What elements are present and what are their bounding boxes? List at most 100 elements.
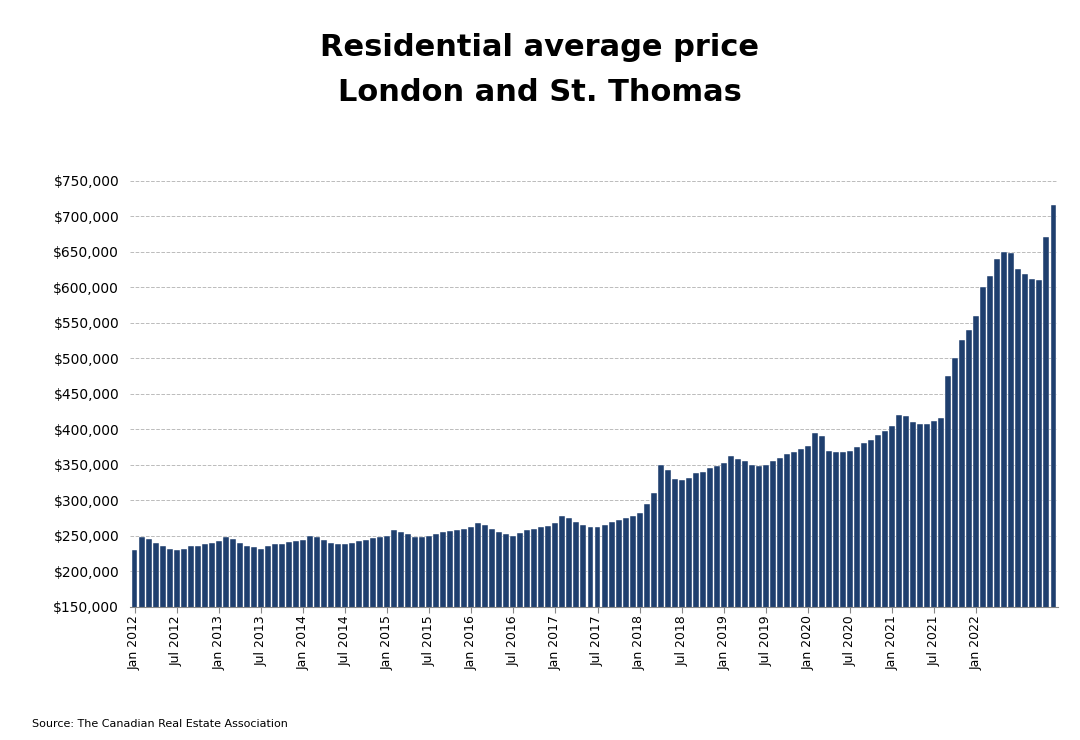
Bar xyxy=(664,471,671,713)
Bar xyxy=(370,538,376,713)
Bar xyxy=(650,493,657,713)
Bar xyxy=(959,340,966,713)
Bar xyxy=(896,415,902,713)
Bar xyxy=(489,528,496,713)
Bar xyxy=(447,531,454,713)
Bar xyxy=(146,539,151,713)
Bar xyxy=(132,550,137,713)
Bar xyxy=(307,536,313,713)
Bar xyxy=(314,537,320,713)
Bar xyxy=(762,465,769,713)
Bar xyxy=(433,534,440,713)
Bar xyxy=(812,433,818,713)
Bar xyxy=(588,527,594,713)
Bar xyxy=(706,468,713,713)
Bar xyxy=(1043,238,1050,713)
Bar xyxy=(160,546,165,713)
Bar xyxy=(616,520,621,713)
Bar xyxy=(777,457,783,713)
Bar xyxy=(202,545,207,713)
Bar xyxy=(503,534,510,713)
Bar xyxy=(931,420,937,713)
Bar xyxy=(194,546,201,713)
Bar xyxy=(553,523,558,713)
Bar xyxy=(678,480,685,713)
Bar xyxy=(995,259,1000,713)
Bar xyxy=(559,516,566,713)
Bar xyxy=(517,533,524,713)
Bar xyxy=(686,477,691,713)
Bar xyxy=(356,541,362,713)
Bar xyxy=(580,525,586,713)
Bar xyxy=(636,513,643,713)
Bar xyxy=(692,474,699,713)
Bar xyxy=(770,461,775,713)
Bar xyxy=(335,545,341,713)
Bar xyxy=(497,532,502,713)
Bar xyxy=(300,540,306,713)
Bar xyxy=(748,465,755,713)
Bar xyxy=(889,425,895,713)
Bar xyxy=(854,447,860,713)
Bar xyxy=(265,546,271,713)
Bar xyxy=(483,525,488,713)
Bar xyxy=(251,547,257,713)
Bar xyxy=(539,527,544,713)
Bar xyxy=(644,504,649,713)
Bar xyxy=(230,539,235,713)
Bar xyxy=(924,423,930,713)
Bar xyxy=(237,543,243,713)
Bar xyxy=(475,523,482,713)
Bar xyxy=(784,454,789,713)
Bar xyxy=(321,540,327,713)
Text: Residential average price: Residential average price xyxy=(321,33,759,62)
Bar xyxy=(805,446,811,713)
Bar xyxy=(349,543,355,713)
Bar xyxy=(658,465,663,713)
Bar xyxy=(939,418,944,713)
Bar xyxy=(594,527,600,713)
Bar xyxy=(174,550,179,713)
Bar xyxy=(1051,206,1056,713)
Bar xyxy=(1037,280,1042,713)
Bar xyxy=(461,528,468,713)
Bar xyxy=(622,518,629,713)
Bar xyxy=(1009,253,1014,713)
Bar xyxy=(469,527,474,713)
Bar xyxy=(208,543,215,713)
Bar xyxy=(973,315,980,713)
Bar xyxy=(342,545,348,713)
Bar xyxy=(166,548,173,713)
Bar xyxy=(882,431,888,713)
Bar xyxy=(875,435,881,713)
Bar xyxy=(903,417,909,713)
Bar xyxy=(1001,252,1008,713)
Bar xyxy=(180,548,187,713)
Bar xyxy=(819,437,825,713)
Bar xyxy=(328,543,334,713)
Bar xyxy=(945,376,951,713)
Bar xyxy=(427,536,432,713)
Bar xyxy=(138,537,145,713)
Bar xyxy=(608,522,615,713)
Bar xyxy=(216,542,221,713)
Bar xyxy=(847,451,853,713)
Bar xyxy=(531,528,538,713)
Bar xyxy=(868,440,874,713)
Bar xyxy=(826,451,832,713)
Bar xyxy=(419,537,426,713)
Bar xyxy=(840,452,846,713)
Bar xyxy=(545,526,552,713)
Bar xyxy=(728,456,733,713)
Bar xyxy=(222,537,229,713)
Bar xyxy=(258,548,264,713)
Bar xyxy=(272,545,278,713)
Bar xyxy=(742,461,747,713)
Bar xyxy=(734,459,741,713)
Bar xyxy=(967,330,972,713)
Bar xyxy=(399,532,404,713)
Bar xyxy=(714,466,719,713)
Bar xyxy=(756,466,761,713)
Bar xyxy=(573,522,580,713)
Bar xyxy=(286,542,292,713)
